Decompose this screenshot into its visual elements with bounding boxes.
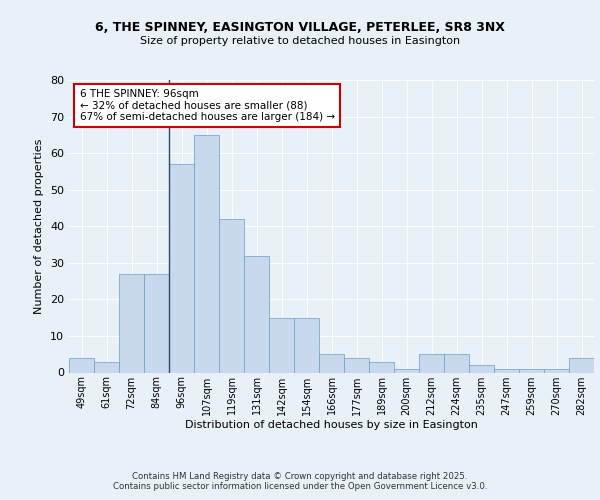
Text: 6, THE SPINNEY, EASINGTON VILLAGE, PETERLEE, SR8 3NX: 6, THE SPINNEY, EASINGTON VILLAGE, PETER… [95,21,505,34]
Text: Size of property relative to detached houses in Easington: Size of property relative to detached ho… [140,36,460,46]
Bar [94,362,119,372]
Bar [294,318,319,372]
Y-axis label: Number of detached properties: Number of detached properties [34,138,44,314]
Text: Contains HM Land Registry data © Crown copyright and database right 2025.
Contai: Contains HM Land Registry data © Crown c… [113,472,487,491]
Bar [369,362,394,372]
Bar [319,354,344,372]
Bar [444,354,469,372]
Bar [169,164,194,372]
Bar [144,274,169,372]
Bar [194,135,219,372]
X-axis label: Distribution of detached houses by size in Easington: Distribution of detached houses by size … [185,420,478,430]
Bar [69,358,94,372]
Bar [119,274,144,372]
Bar [569,358,594,372]
Bar [519,369,544,372]
Bar [419,354,444,372]
Text: 6 THE SPINNEY: 96sqm
← 32% of detached houses are smaller (88)
67% of semi-detac: 6 THE SPINNEY: 96sqm ← 32% of detached h… [79,89,335,122]
Bar [544,369,569,372]
Bar [344,358,369,372]
Bar [269,318,294,372]
Bar [394,369,419,372]
Bar [469,365,494,372]
Bar [494,369,519,372]
Bar [244,256,269,372]
Bar [219,219,244,372]
